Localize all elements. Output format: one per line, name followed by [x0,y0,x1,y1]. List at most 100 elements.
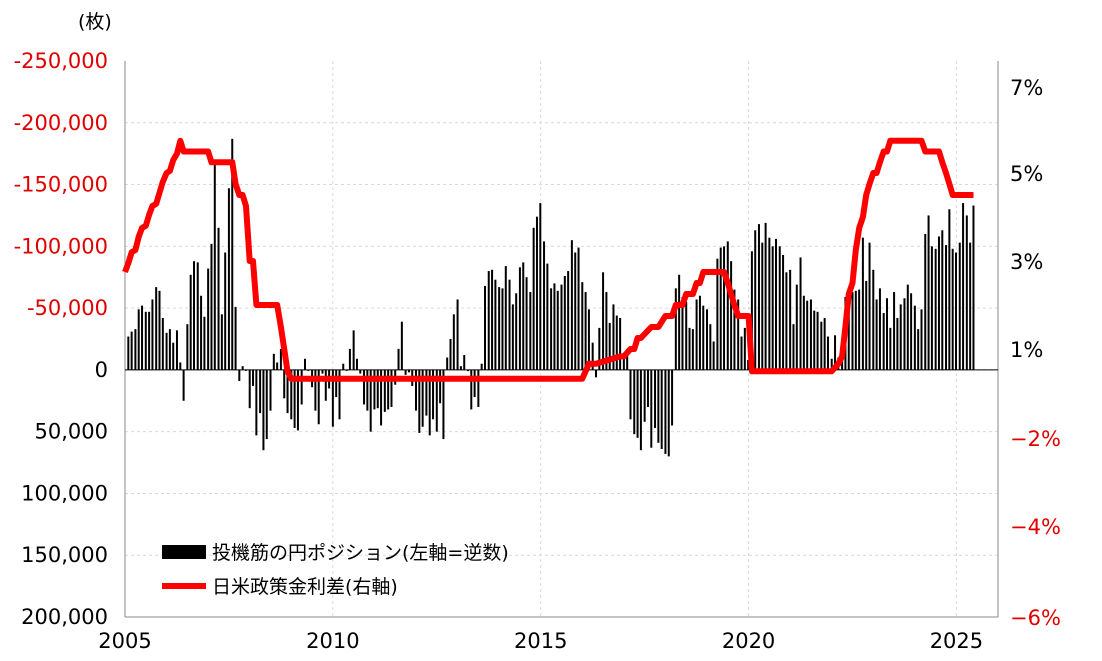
position-bar [407,369,410,373]
position-bar [269,369,272,411]
left-tick-label: -50,000 [27,296,108,320]
position-bar [168,329,171,370]
position-bar [466,369,469,372]
position-bar [556,290,559,370]
position-bar [161,317,164,370]
position-bar [633,369,636,435]
position-bar [584,292,587,370]
position-bar [272,353,275,370]
position-bar [276,362,279,370]
position-bar [366,369,369,411]
position-bar [397,348,400,370]
position-bar [567,271,570,370]
position-bar [189,274,192,370]
position-bar [137,309,140,370]
position-bar [234,306,237,370]
position-bar [348,348,351,370]
position-bar [539,203,542,370]
position-bar [785,272,788,370]
position-bar [148,311,151,370]
position-bar [809,299,812,370]
position-bar [650,369,653,448]
position-bar [459,366,462,370]
position-bar [868,242,871,370]
position-bar [612,304,615,370]
position-bar [508,279,511,370]
position-bar [363,369,366,405]
position-bar [491,269,494,370]
position-bar [321,369,324,374]
position-bar [428,369,431,436]
position-bar [317,369,320,425]
axes [124,61,999,618]
position-bar [418,369,421,433]
position-bar [639,369,642,451]
position-bar [470,369,473,410]
position-bar [238,369,241,382]
position-bar [130,331,133,370]
position-bar [792,324,795,370]
position-bar [446,357,449,370]
position-bar [262,369,265,451]
position-bar [560,284,563,370]
position-bar [581,282,584,370]
position-bar [591,342,594,370]
position-bar [643,369,646,422]
position-bar [733,289,736,370]
position-bar [387,369,390,410]
left-tick-label: 50,000 [35,420,108,444]
position-bar [175,330,178,370]
left-tick-label: 100,000 [21,481,108,505]
position-bar [927,215,930,370]
position-bar [685,301,688,370]
position-bar [141,305,144,370]
position-bar [231,138,234,370]
position-bar [681,296,684,370]
position-bar [193,261,196,370]
position-bar [504,266,507,370]
position-bar [352,330,355,370]
position-bar [778,246,781,370]
position-bar [550,288,553,370]
position-bar [435,369,438,432]
rate-spread-line-layer [122,137,974,382]
position-bar [439,369,442,404]
position-bar [872,269,875,370]
position-bar [958,242,961,370]
position-bar [522,262,525,370]
position-bar [674,288,677,370]
position-bar [945,245,948,370]
position-bar [712,341,715,370]
position-bar [854,290,857,370]
position-bar [515,293,518,370]
position-bar [737,299,740,370]
position-bar [893,292,896,370]
position-bar [917,329,920,370]
position-bar [432,369,435,420]
position-bar [373,369,376,410]
left-tick-label: -100,000 [14,234,108,258]
position-bar [383,369,386,412]
position-bar [532,227,535,370]
position-bar [740,336,743,370]
position-bar [761,242,764,370]
position-bars [127,138,975,457]
position-bar [501,288,504,370]
position-bar [595,369,598,378]
position-bar [553,283,556,370]
position-bar [723,246,726,370]
right-tick-label: 7% [1010,76,1043,100]
position-bar [224,252,227,370]
position-bar [730,261,733,370]
position-bar [255,369,258,436]
x-tick-label: 2020 [722,629,775,653]
position-bar [227,188,230,370]
right-tick-label: −2% [1010,427,1061,451]
position-bar [851,292,854,370]
position-bar [300,369,303,405]
position-bar [369,369,372,432]
right-tick-label: 5% [1010,162,1043,186]
position-bar [743,327,746,370]
legend-label-rate-spread: 日米政策金利差(右軸) [212,576,398,598]
